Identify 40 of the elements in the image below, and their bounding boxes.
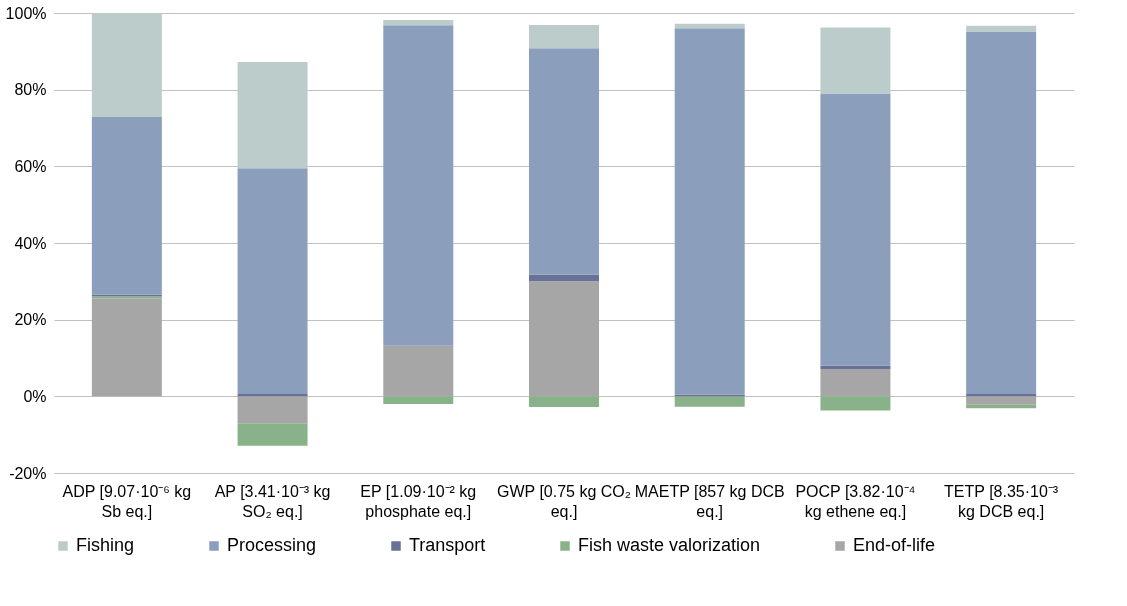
- y-tick-label: 80%: [14, 81, 47, 99]
- bar: [383, 396, 454, 404]
- legend-label: Fishing: [76, 535, 135, 555]
- bar: [529, 274, 599, 282]
- bar: [966, 396, 1037, 405]
- bar: [820, 93, 891, 366]
- bar: [91, 116, 162, 295]
- bar: [674, 28, 745, 395]
- x-tick-label: GWP [0.75 kg CO₂ eq.]: [497, 482, 631, 520]
- bar: [383, 25, 454, 346]
- x-tick-label: MAETP [857 kg DCB eq.]: [634, 482, 785, 520]
- bar: [529, 396, 599, 408]
- y-tick-label: 20%: [14, 311, 47, 329]
- bar: [674, 396, 745, 407]
- legend-label: Transport: [409, 535, 486, 555]
- legend-label: Fish waste valorization: [578, 535, 761, 555]
- bar: [820, 369, 891, 397]
- x-tick-label: ADP [9.07·10⁻⁶ kg Sb eq.]: [62, 482, 192, 520]
- bar: [966, 31, 1037, 395]
- y-tick-label: 40%: [14, 234, 47, 252]
- bar: [383, 345, 454, 397]
- y-tick-label: 0%: [23, 387, 47, 405]
- legend-label: End-of-life: [853, 535, 936, 555]
- y-tick-label: 100%: [5, 4, 47, 22]
- bar: [383, 19, 454, 26]
- x-tick-label: AP [3.41·10⁻³ kg SO₂ eq.]: [214, 482, 331, 520]
- legend-label: Processing: [227, 535, 317, 555]
- bar: [820, 396, 891, 411]
- x-tick-label: TETP [8.35·10⁻³ kg DCB eq.]: [944, 482, 1059, 520]
- y-tick-label: -20%: [9, 464, 47, 482]
- bar: [529, 24, 599, 49]
- bar: [529, 48, 599, 275]
- bar: [91, 298, 162, 397]
- x-tick-label: EP [1.09·10⁻² kg phosphate eq.]: [360, 482, 477, 520]
- bar: [237, 396, 308, 424]
- x-tick-label: POCP [3.82·10⁻⁴ kg ethene eq.]: [795, 482, 916, 520]
- y-tick-label: 60%: [14, 157, 47, 175]
- bar: [237, 168, 308, 395]
- bar: [237, 423, 308, 446]
- bar: [529, 281, 599, 397]
